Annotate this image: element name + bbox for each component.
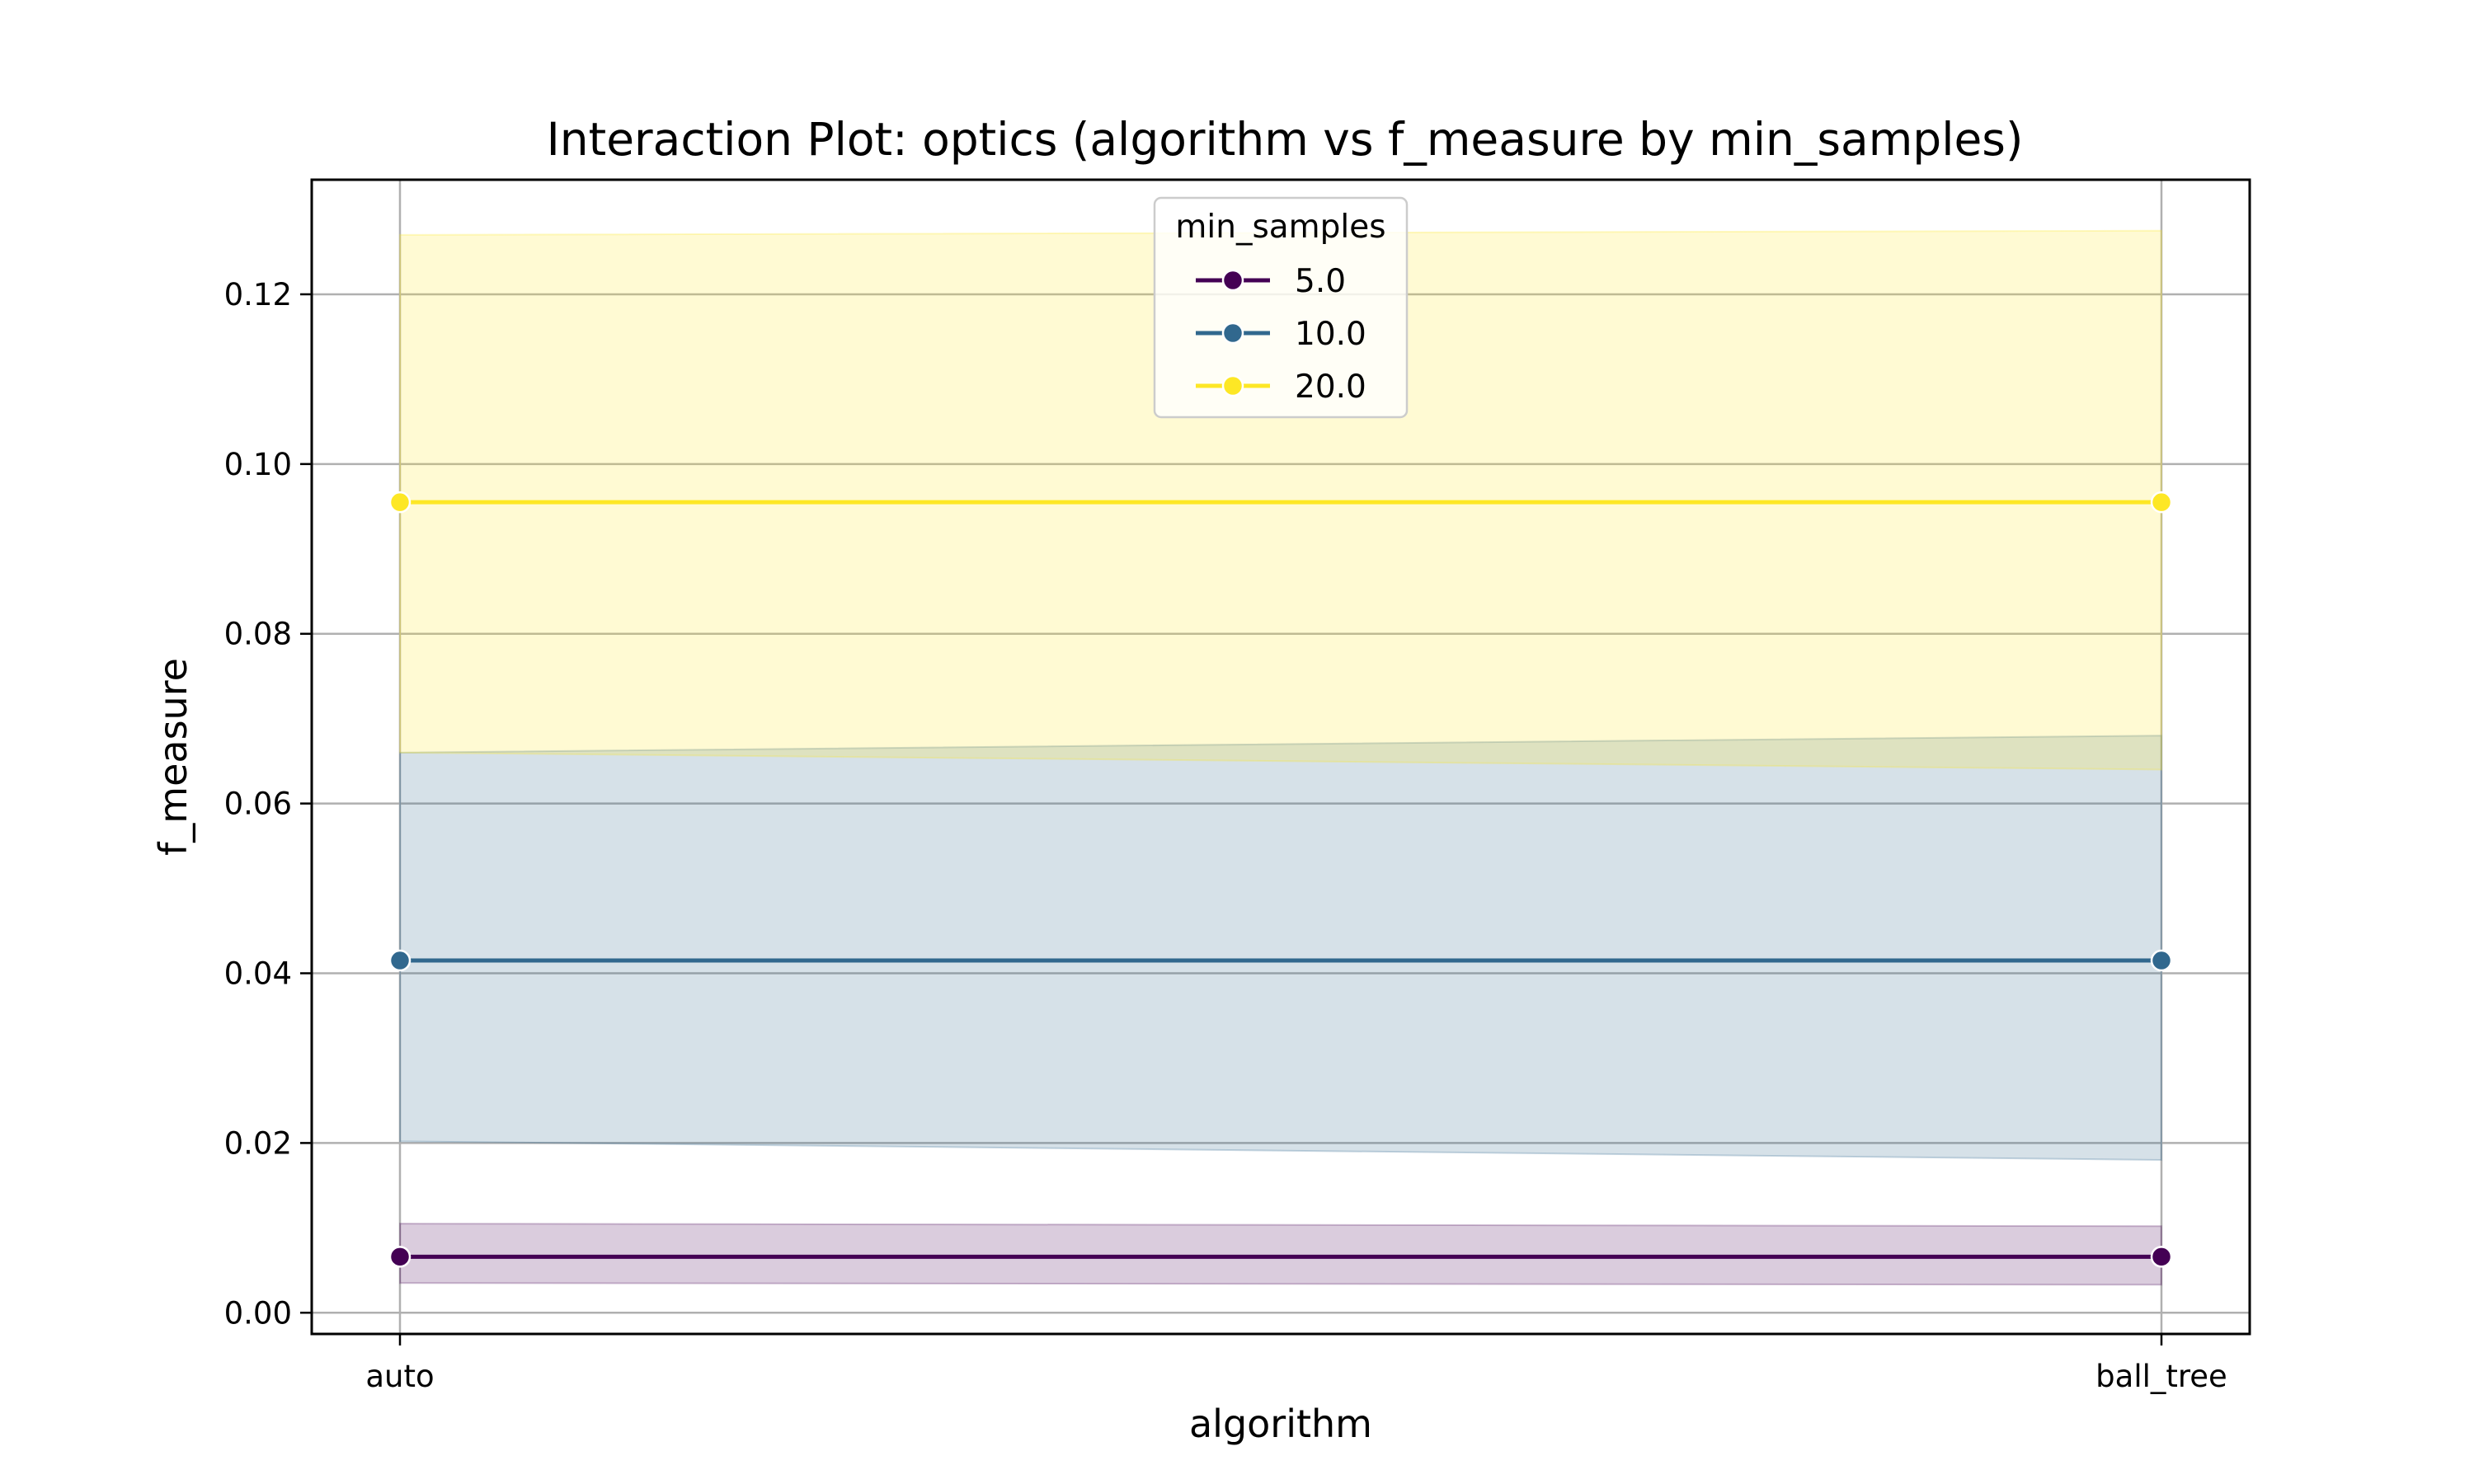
- confidence-bands: [399, 229, 2162, 1286]
- data-point-20.0-ball_tree: [2150, 491, 2173, 514]
- y-tick-label: 0.02: [224, 1125, 292, 1161]
- x-axis-ticks: auto ball_tree: [365, 1334, 2227, 1394]
- ci-band-10.0: [399, 735, 2162, 1161]
- chart-title: Interaction Plot: optics (algorithm vs f…: [547, 113, 2024, 166]
- series-points: [388, 491, 2173, 1268]
- legend-label-10.0: 10.0: [1295, 316, 1366, 353]
- y-tick-label: 0.08: [224, 617, 292, 652]
- y-axis-title: f_measure: [151, 658, 195, 856]
- y-tick-label: 0.00: [224, 1295, 292, 1331]
- legend-label-5.0: 5.0: [1295, 263, 1346, 300]
- legend-swatch-marker-10.0: [1221, 322, 1244, 345]
- y-tick-label: 0.12: [224, 277, 292, 312]
- ci-band-20.0: [399, 229, 2162, 771]
- x-tick-label: auto: [365, 1359, 434, 1394]
- y-axis-ticks: 0.00 0.02 0.04 0.06 0.08 0.10 0.12: [224, 277, 312, 1331]
- data-point-10.0-auto: [388, 949, 412, 972]
- ci-band-5.0: [399, 1223, 2162, 1286]
- legend-swatch-marker-20.0: [1221, 374, 1244, 397]
- y-tick-label: 0.06: [224, 787, 292, 822]
- x-axis-title: algorithm: [1189, 1402, 1372, 1446]
- legend: min_samples 5.0 10.0 20.0: [1153, 196, 1409, 419]
- data-point-20.0-auto: [388, 491, 412, 514]
- x-tick-label: ball_tree: [2095, 1359, 2227, 1394]
- data-point-5.0-auto: [388, 1246, 412, 1268]
- legend-title: min_samples: [1175, 209, 1385, 246]
- plot-frame: [310, 178, 2251, 1336]
- y-tick-label: 0.10: [224, 447, 292, 482]
- legend-label-20.0: 20.0: [1295, 369, 1366, 406]
- grid: [312, 180, 2250, 1334]
- series-lines: [400, 500, 2161, 1259]
- legend-swatch-marker-5.0: [1221, 269, 1244, 292]
- data-point-5.0-ball_tree: [2150, 1246, 2173, 1268]
- data-point-10.0-ball_tree: [2150, 949, 2173, 972]
- y-tick-label: 0.04: [224, 956, 292, 992]
- legend-entries: 5.0 10.0 20.0: [1196, 263, 1366, 406]
- legend-box: [1153, 196, 1409, 419]
